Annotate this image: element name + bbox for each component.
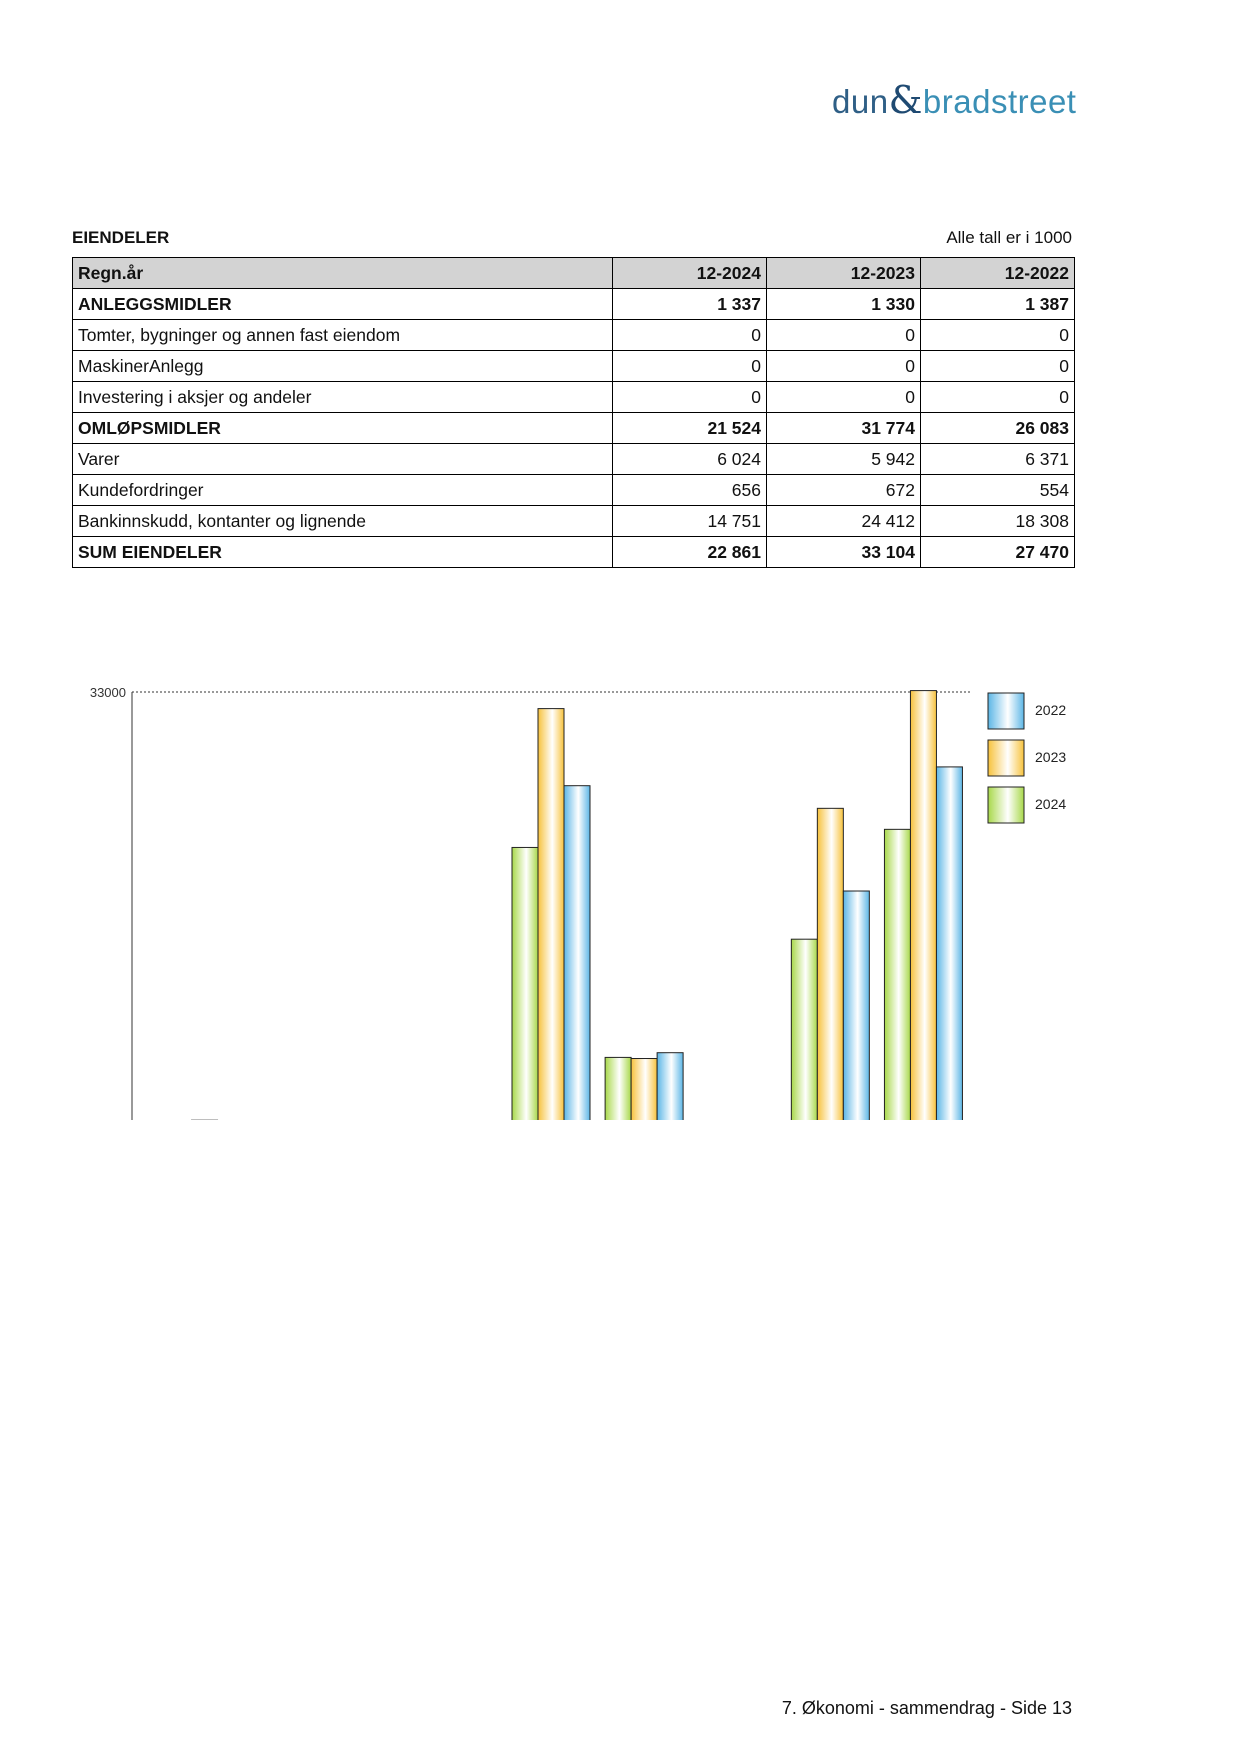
cell-value: 0 bbox=[766, 350, 921, 382]
assets-bar-chart: 033000AnleggsmidlerTomter,bygninger ogan… bbox=[90, 685, 1066, 1120]
row-label: OMLØPSMIDLER bbox=[72, 412, 613, 444]
bar-2022 bbox=[842, 890, 870, 1120]
row-label: Varer bbox=[72, 443, 613, 475]
cell-value: 24 412 bbox=[766, 505, 921, 537]
bar-2023 bbox=[816, 807, 844, 1120]
cell-value: 0 bbox=[766, 381, 921, 413]
cell-value: 656 bbox=[612, 474, 767, 506]
table-row: ANLEGGSMIDLER 1 337 1 330 1 387 bbox=[72, 288, 1075, 320]
cell-value: 33 104 bbox=[766, 536, 921, 568]
cell-value: 5 942 bbox=[766, 443, 921, 475]
bar-2023 bbox=[630, 1058, 658, 1120]
table-row: Kundefordringer 656 672 554 bbox=[72, 474, 1075, 506]
table-row: Tomter, bygninger og annen fast eiendom 0… bbox=[72, 319, 1075, 351]
cell-value: 1 387 bbox=[920, 288, 1075, 320]
y-tick-label: 33000 bbox=[90, 685, 126, 700]
column-header: 12-2024 bbox=[612, 257, 767, 289]
row-label: Tomter, bygninger og annen fast eiendom bbox=[72, 319, 613, 351]
legend-swatch-2022 bbox=[987, 692, 1025, 730]
bar-2022 bbox=[656, 1052, 684, 1120]
cell-value: 18 308 bbox=[920, 505, 1075, 537]
cell-value: 672 bbox=[766, 474, 921, 506]
cell-value: 0 bbox=[612, 381, 767, 413]
bar-2022 bbox=[935, 766, 963, 1120]
table-row: MaskinerAnlegg 0 0 0 bbox=[72, 350, 1075, 382]
legend-label: 2022 bbox=[1035, 702, 1066, 718]
table-row: SUM EIENDELER 22 861 33 104 27 470 bbox=[72, 536, 1075, 568]
bar-2024 bbox=[883, 828, 911, 1120]
bar-2023 bbox=[909, 690, 937, 1120]
row-label: ANLEGGSMIDLER bbox=[72, 288, 613, 320]
table-row: Varer 6 024 5 942 6 371 bbox=[72, 443, 1075, 475]
legend-swatch-2023 bbox=[987, 739, 1025, 777]
cell-value: 31 774 bbox=[766, 412, 921, 444]
cell-value: 1 337 bbox=[612, 288, 767, 320]
cell-value: 22 861 bbox=[612, 536, 767, 568]
cell-value: 6 371 bbox=[920, 443, 1075, 475]
cell-value: 554 bbox=[920, 474, 1075, 506]
dun-bradstreet-logo: dun&bradstreet bbox=[832, 78, 1076, 122]
logo-text-bradstreet: bradstreet bbox=[922, 83, 1077, 120]
bar-2024 bbox=[790, 938, 818, 1120]
table-row: Investering i aksjer og andeler 0 0 0 bbox=[72, 381, 1075, 413]
cell-value: 0 bbox=[766, 319, 921, 351]
table-row: OMLØPSMIDLER 21 524 31 774 26 083 bbox=[72, 412, 1075, 444]
row-label: Kundefordringer bbox=[72, 474, 613, 506]
row-label: MaskinerAnlegg bbox=[72, 350, 613, 382]
legend-label: 2024 bbox=[1035, 796, 1066, 812]
page-footer: 7. Økonomi - sammendrag - Side 13 bbox=[781, 1698, 1072, 1718]
cell-value: 26 083 bbox=[920, 412, 1075, 444]
cell-value: 0 bbox=[612, 319, 767, 351]
bar-2024 bbox=[511, 846, 539, 1120]
table-row: Bankinnskudd, kontanter og lignende 14 75… bbox=[72, 505, 1075, 537]
column-header: 12-2023 bbox=[766, 257, 921, 289]
cell-value: 21 524 bbox=[612, 412, 767, 444]
cell-value: 1 330 bbox=[766, 288, 921, 320]
bar-2022 bbox=[563, 785, 591, 1120]
row-label: Bankinnskudd, kontanter og lignende bbox=[72, 505, 613, 537]
cell-value: 0 bbox=[920, 381, 1075, 413]
logo-text-dun: dun bbox=[832, 83, 889, 120]
bar-2024 bbox=[604, 1056, 632, 1120]
cell-value: 6 024 bbox=[612, 443, 767, 475]
cell-value: 0 bbox=[920, 350, 1075, 382]
cell-value: 27 470 bbox=[920, 536, 1075, 568]
cell-value: 14 751 bbox=[612, 505, 767, 537]
unit-note: Alle tall er i 1000 bbox=[946, 228, 1072, 247]
column-header: Regn.år bbox=[72, 257, 613, 289]
cell-value: 0 bbox=[920, 319, 1075, 351]
legend-swatch-2024 bbox=[987, 786, 1025, 824]
cell-value: 0 bbox=[612, 350, 767, 382]
logo-ampersand: & bbox=[888, 78, 923, 122]
row-label: Investering i aksjer og andeler bbox=[72, 381, 613, 413]
row-label: SUM EIENDELER bbox=[72, 536, 613, 568]
assets-table: Regn.år 12-2024 12-2023 12-2022 ANLEGGSMIDLE… bbox=[72, 257, 1075, 568]
section-title: EIENDELER bbox=[72, 228, 170, 247]
table-header-row: Regn.år 12-2024 12-2023 12-2022 bbox=[72, 257, 1075, 289]
legend-label: 2023 bbox=[1035, 749, 1066, 765]
bar-2023 bbox=[537, 708, 565, 1120]
column-header: 12-2022 bbox=[920, 257, 1075, 289]
